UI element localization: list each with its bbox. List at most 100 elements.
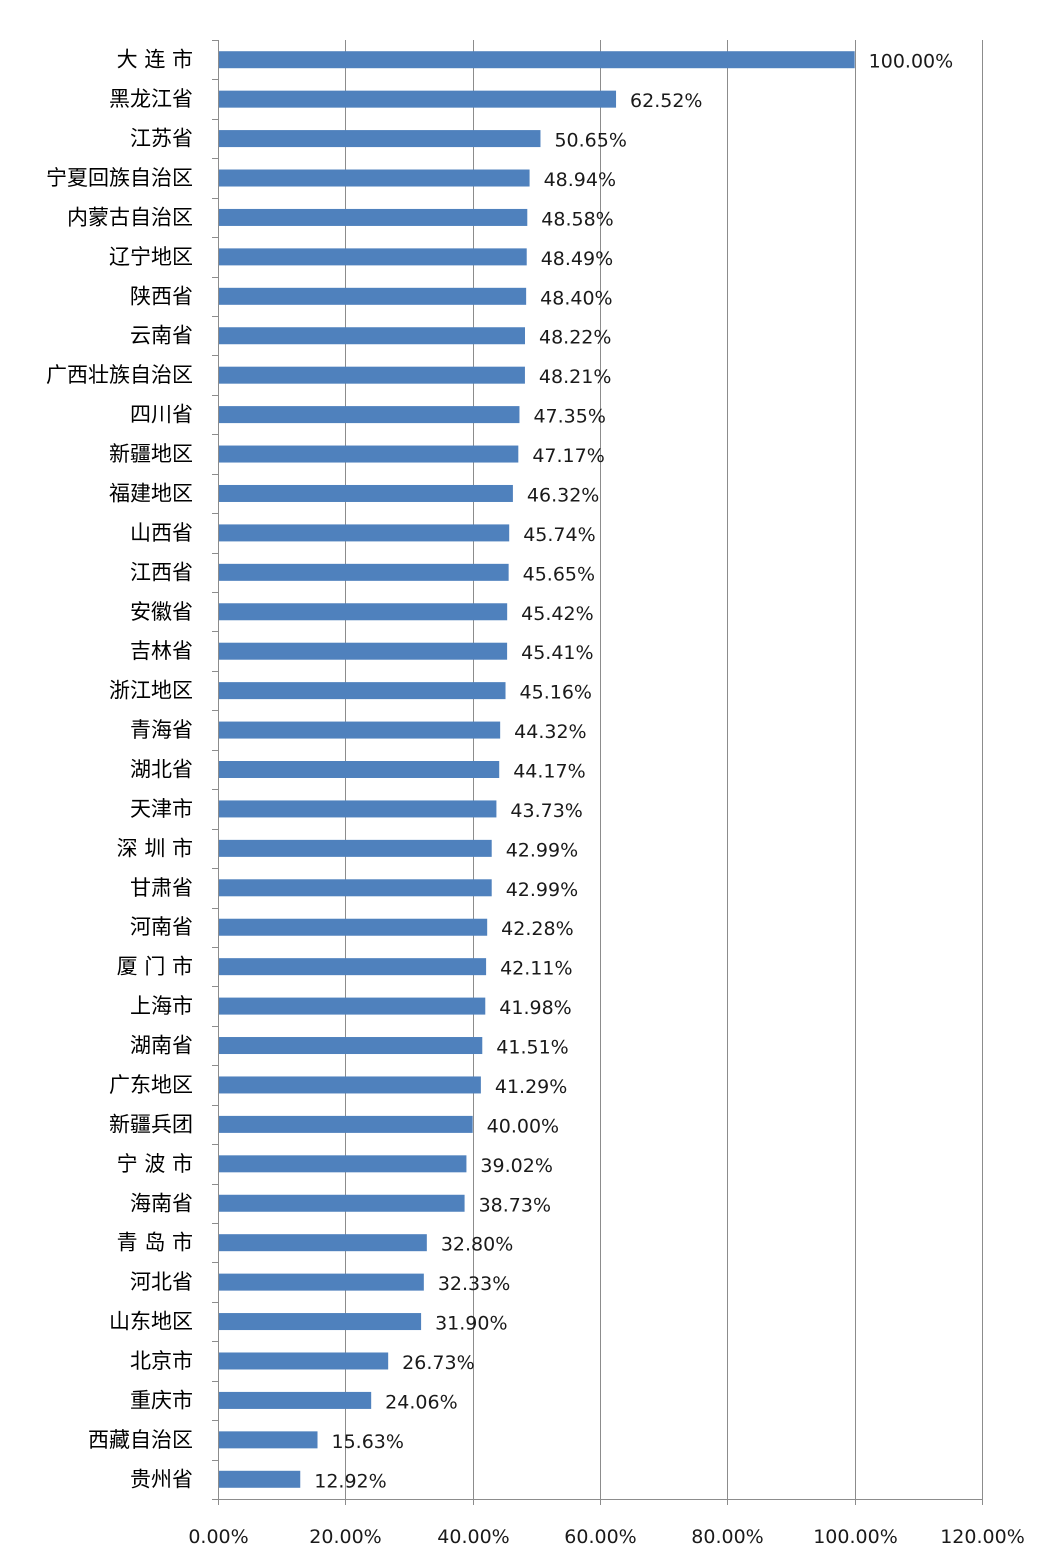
data-label: 48.58% [541,208,613,230]
bar [219,327,526,345]
bar [219,563,509,581]
bar [219,800,497,818]
category-label: 四川省 [130,403,193,427]
category-label: 新疆兵团 [109,1112,193,1136]
bar [219,1076,481,1094]
bar [219,839,492,857]
x-tick-label: 100.00% [813,1526,898,1548]
category-label: 江苏省 [130,127,193,151]
bar [219,1431,318,1449]
bar [219,90,617,108]
category-label: 新疆地区 [109,442,193,466]
data-label: 48.94% [544,169,616,191]
x-tick-label: 20.00% [309,1526,381,1548]
x-tick-label: 60.00% [564,1526,636,1548]
data-label: 26.73% [402,1352,474,1374]
data-label: 43.73% [510,800,582,822]
data-label: 46.32% [527,484,599,506]
x-tick-label: 40.00% [437,1526,509,1548]
category-label: 北京市 [130,1349,193,1373]
bar [219,918,488,936]
bar [219,721,501,739]
bar [219,682,506,700]
bar [219,1273,424,1291]
category-label: 青海省 [130,718,193,742]
data-label: 39.02% [480,1155,552,1177]
category-label: 湖南省 [130,1034,193,1058]
bar [219,366,525,384]
data-label: 41.51% [496,1037,568,1059]
bar [219,1194,465,1212]
bars [219,51,855,1488]
data-label: 42.11% [500,958,572,980]
bar [219,51,855,69]
bar [219,603,508,621]
data-label: 45.41% [521,642,593,664]
bar [219,1037,483,1055]
gridlines [345,40,983,1499]
data-label: 41.98% [499,997,571,1019]
category-label: 湖北省 [130,758,193,782]
data-label: 24.06% [385,1391,457,1413]
data-label: 48.22% [539,327,611,349]
category-label: 甘肃省 [130,876,193,900]
data-label: 12.92% [314,1470,386,1492]
data-label: 48.21% [539,366,611,388]
bar [219,248,527,266]
data-label: 32.33% [438,1273,510,1295]
x-tick-label: 80.00% [691,1526,763,1548]
data-label: 42.28% [501,918,573,940]
bar [219,1234,427,1252]
category-label: 山西省 [130,521,193,545]
data-label: 45.16% [520,682,592,704]
bar [219,208,528,226]
bar [219,1352,389,1370]
data-label: 32.80% [441,1234,513,1256]
category-labels: 大 连 市黑龙江省江苏省宁夏回族自治区内蒙古自治区辽宁地区陕西省云南省广西壮族自… [46,48,193,1492]
category-label: 吉林省 [130,639,193,663]
category-label: 福建地区 [109,481,193,505]
category-label: 内蒙古自治区 [67,205,193,229]
bar [219,642,508,660]
category-label: 宁夏回族自治区 [46,166,193,190]
category-label: 天津市 [130,797,193,821]
bar [219,1391,372,1409]
data-label: 47.35% [533,406,605,428]
category-label: 黑龙江省 [109,87,193,111]
category-label: 江西省 [130,560,193,584]
data-label: 40.00% [487,1115,559,1137]
bar [219,287,527,305]
bar [219,445,519,463]
data-label: 50.65% [554,130,626,152]
data-label: 15.63% [332,1431,404,1453]
category-label: 广西壮族自治区 [46,363,193,387]
category-label: 云南省 [130,324,193,348]
data-label: 47.17% [532,445,604,467]
bar [219,1155,467,1173]
category-label: 海南省 [130,1191,193,1215]
category-label: 陕西省 [130,284,193,308]
bar [219,1115,473,1133]
x-tick-labels: 0.00% 20.00% 40.00% 60.00% 80.00% 100.00% 120.… [188,1526,1024,1548]
bar [219,997,486,1015]
data-label: 100.00% [869,51,954,73]
bar [219,761,500,778]
category-label: 河北省 [130,1270,193,1294]
bar [219,169,530,187]
data-label: 41.29% [495,1076,567,1098]
bar [219,958,487,976]
bar [219,524,510,542]
data-label: 44.32% [514,721,586,743]
category-label: 西藏自治区 [88,1428,193,1452]
x-tick-label: 0.00% [188,1526,248,1548]
category-label: 宁 波 市 [117,1152,193,1176]
data-label: 42.99% [506,879,578,901]
bar [219,484,513,502]
category-label: 重庆市 [130,1388,193,1412]
bar [219,130,541,148]
data-label: 45.74% [523,524,595,546]
category-label: 河南省 [130,915,193,939]
category-label: 贵州省 [130,1467,193,1491]
data-label: 48.49% [541,248,613,270]
data-label: 31.90% [435,1313,507,1335]
